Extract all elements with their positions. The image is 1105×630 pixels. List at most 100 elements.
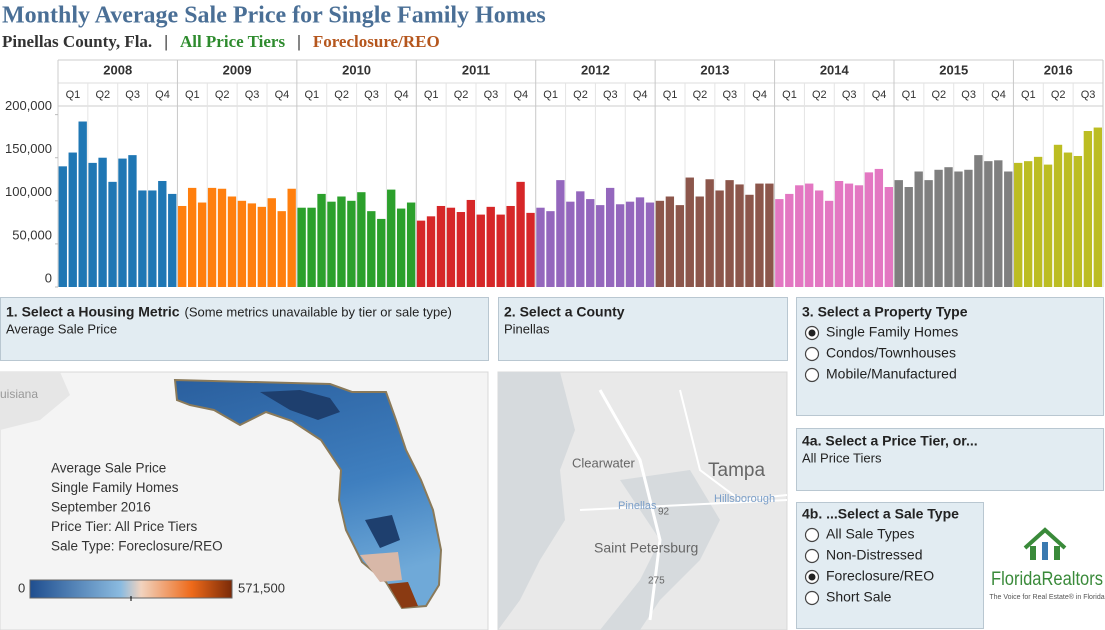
place-label: Saint Petersburg <box>594 540 698 556</box>
year-label: 2015 <box>939 62 968 77</box>
bar <box>904 187 913 287</box>
bar <box>984 161 993 287</box>
radio-label[interactable]: Single Family Homes <box>826 324 958 340</box>
bar <box>596 205 605 287</box>
place-label: Tampa <box>708 460 765 481</box>
y-tick-label: 50,000 <box>12 227 52 242</box>
bar <box>88 162 97 287</box>
bar <box>476 214 485 287</box>
bar <box>546 211 555 287</box>
bar <box>576 191 585 287</box>
bar <box>78 121 87 287</box>
bar <box>994 160 1003 287</box>
map-info: Sale Type: Foreclosure/REO <box>51 539 223 554</box>
quarter-label: Q2 <box>454 89 469 101</box>
radio-label[interactable]: Short Sale <box>826 589 892 605</box>
bar <box>645 202 655 287</box>
place-label: 275 <box>648 576 665 587</box>
bar <box>556 180 565 287</box>
map-region-label: uisiana <box>0 387 38 401</box>
bar <box>506 205 515 287</box>
land <box>0 372 70 430</box>
bar <box>1004 171 1013 287</box>
quarter-label: Q3 <box>961 89 976 101</box>
y-tick-label: 150,000 <box>5 141 52 156</box>
subtitle-part: All Price Tiers <box>180 32 286 51</box>
bar <box>387 189 396 287</box>
bar <box>924 180 933 287</box>
bar <box>426 216 436 287</box>
quarter-label: Q1 <box>304 89 319 101</box>
bar <box>138 190 147 287</box>
bar <box>247 203 257 287</box>
radio-label[interactable]: Non-Distressed <box>826 547 922 563</box>
road <box>579 499 788 511</box>
year-label: 2012 <box>581 62 610 77</box>
quarter-label: Q1 <box>66 89 81 101</box>
quarter-label: Q2 <box>812 89 827 101</box>
county <box>365 515 400 548</box>
quarter-label: Q2 <box>931 89 946 101</box>
subtitle-part: | <box>297 32 301 51</box>
bar <box>168 193 177 287</box>
quarter-label: Q1 <box>424 89 439 101</box>
bar <box>1073 155 1083 287</box>
road <box>679 389 788 502</box>
bar <box>615 204 625 287</box>
bar <box>755 183 764 287</box>
map-info: Price Tier: All Price Tiers <box>51 519 198 534</box>
legend-label: 0 <box>18 580 25 595</box>
bar <box>347 200 356 287</box>
quarter-label: Q1 <box>902 89 917 101</box>
bar <box>566 201 575 287</box>
quarter-label: Q2 <box>573 89 588 101</box>
bar <box>725 180 734 287</box>
quarter-label: Q4 <box>872 89 887 101</box>
bar <box>207 187 217 287</box>
bar <box>237 200 247 287</box>
bar <box>665 196 675 287</box>
bar <box>526 212 535 287</box>
bar <box>148 190 157 287</box>
radio-button[interactable] <box>804 548 820 564</box>
bar <box>446 207 456 287</box>
radio-button[interactable] <box>804 346 820 362</box>
bar <box>118 158 127 287</box>
radio-button[interactable] <box>804 527 820 543</box>
filter-panel <box>498 297 788 361</box>
radio-label[interactable]: Condos/Townhouses <box>826 345 956 361</box>
bar <box>197 202 207 287</box>
radio-button[interactable] <box>804 590 820 606</box>
radio-label[interactable]: Mobile/Manufactured <box>826 366 957 382</box>
year-label: 2014 <box>820 62 850 77</box>
radio-label[interactable]: All Sale Types <box>826 526 914 542</box>
panel-value: Pinellas <box>504 321 550 336</box>
road <box>598 389 662 621</box>
radio-label[interactable]: Foreclosure/REO <box>826 568 934 584</box>
bar <box>357 192 366 287</box>
bar <box>814 190 824 287</box>
radio-button[interactable] <box>804 367 820 383</box>
county <box>388 582 418 608</box>
y-tick-label: 0 <box>45 270 52 285</box>
map-info: September 2016 <box>51 500 151 515</box>
bar <box>844 183 854 287</box>
year-label: 2009 <box>223 62 252 77</box>
bar <box>964 169 973 287</box>
bar <box>1063 152 1073 287</box>
quarter-label: Q3 <box>603 89 618 101</box>
bar <box>795 185 804 287</box>
bar <box>287 188 296 287</box>
bar <box>128 155 137 287</box>
florida-map <box>173 378 443 610</box>
bar <box>297 207 306 287</box>
year-label: 2013 <box>700 62 729 77</box>
bar <box>1043 164 1053 287</box>
quarter-label: Q4 <box>991 89 1006 101</box>
bar <box>745 194 754 287</box>
water <box>498 372 575 630</box>
bar <box>317 193 326 287</box>
panel-note: (Some metrics unavailable by tier or sal… <box>185 304 452 319</box>
bar <box>1083 130 1093 287</box>
subtitle-part: | <box>164 32 168 51</box>
